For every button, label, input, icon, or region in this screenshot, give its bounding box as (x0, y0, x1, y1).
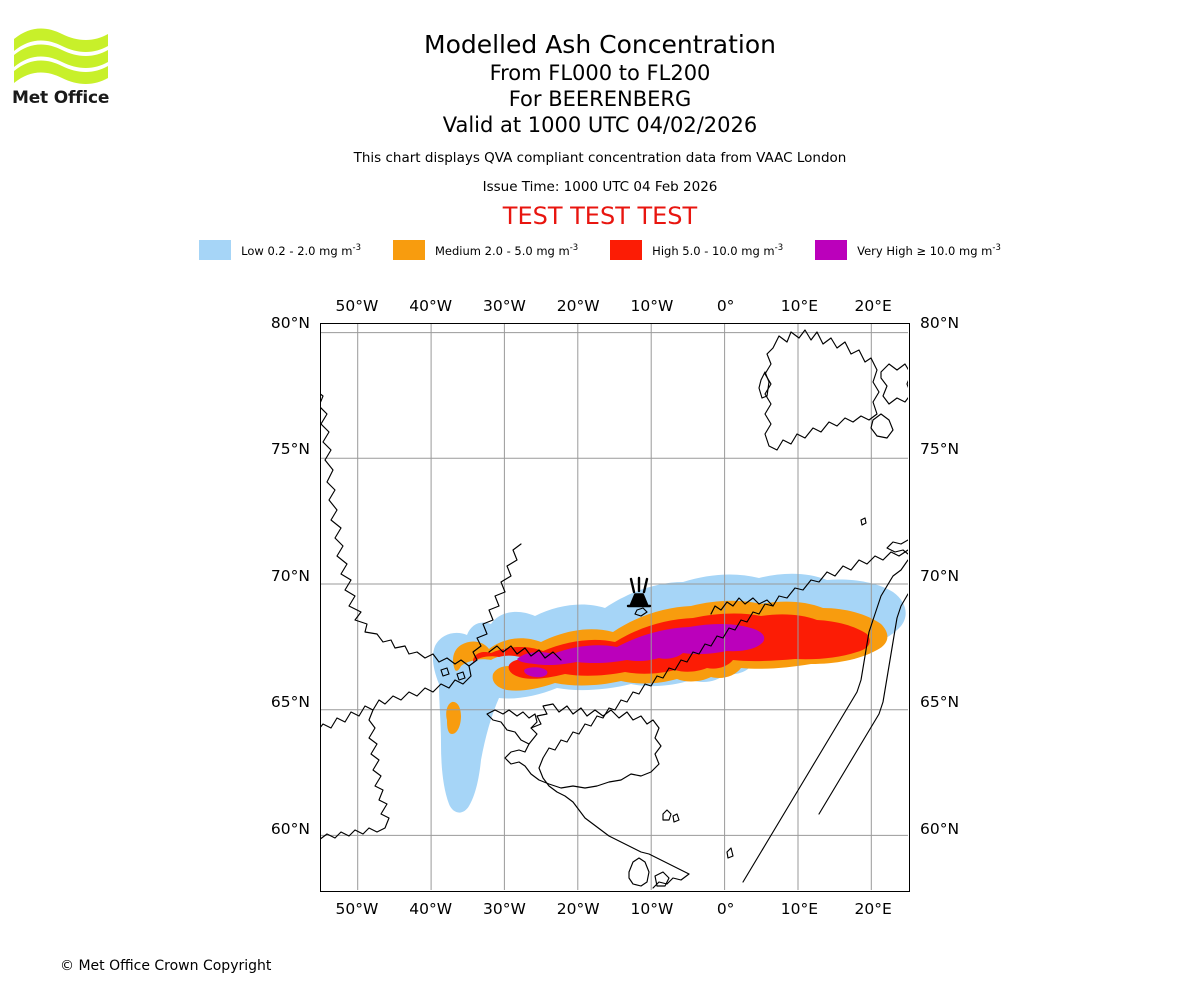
legend-item-very-high: Very High ≥ 10.0 mg m-3 (815, 240, 1001, 260)
lat-tick-left-2: 70°N (270, 566, 310, 585)
legend-item-low: Low 0.2 - 2.0 mg m-3 (199, 240, 361, 260)
logo-wordmark: Met Office (12, 88, 110, 108)
lat-tick-left-1: 75°N (270, 440, 310, 459)
lat-tick-left-3: 65°N (270, 693, 310, 712)
coastline-greenland-south (321, 709, 390, 840)
coastline-jan-mayen (634, 607, 648, 617)
map-graticule (321, 324, 908, 890)
legend-item-medium: Medium 2.0 - 5.0 mg m-3 (392, 240, 579, 260)
map-frame (320, 323, 910, 892)
lon-tick-top-0: 50°W (335, 297, 379, 315)
copyright-notice: © Met Office Crown Copyright (60, 958, 272, 974)
coastline-faroe-islands-2 (672, 813, 680, 823)
lon-tick-bottom-4: 10°W (630, 900, 674, 918)
coastline-greenland-islets (440, 667, 450, 677)
coastline-sweden-baltic (742, 559, 908, 883)
coastline-denmark (628, 857, 650, 887)
legend-swatch-high (610, 240, 643, 260)
subtitle-volcano: For BEERENBERG (508, 87, 692, 111)
subtitle-valid-time: Valid at 1000 UTC 04/02/2026 (442, 113, 758, 137)
lon-tick-top-2: 30°W (482, 297, 526, 315)
lat-tick-right-2: 70°N (920, 566, 960, 585)
coastline-finland (818, 593, 908, 815)
plume-contour-very-high (517, 624, 765, 666)
legend-label-very-high: Very High ≥ 10.0 mg m-3 (857, 242, 1001, 258)
legend-label-high: High 5.0 - 10.0 mg m-3 (652, 242, 784, 258)
page-title: Modelled Ash Concentration (424, 30, 776, 59)
subtitle-flight-levels: From FL000 to FL200 (489, 61, 711, 85)
lon-tick-top-6: 10°E (780, 297, 819, 315)
coastline-kola (886, 539, 908, 555)
coastline-scoresby-sund (488, 645, 562, 661)
lat-tick-right-0: 80°N (920, 314, 960, 332)
coastline-greenland-northeast (468, 543, 522, 667)
test-banner: TEST TEST TEST (502, 202, 698, 230)
met-office-logo: Met Office (12, 25, 127, 115)
lon-tick-top-1: 40°W (409, 297, 453, 315)
lon-tick-bottom-1: 40°W (409, 900, 453, 918)
lat-tick-right-4: 60°N (920, 819, 960, 838)
coastline-bear-island (860, 517, 867, 526)
lon-tick-top-3: 20°W (556, 297, 600, 315)
lon-tick-bottom-2: 30°W (482, 900, 526, 918)
ash-concentration-map: 50°W 40°W 30°W 20°W 10°W 0° 10°E 20°E 50°W 40°W 3… (271, 297, 959, 918)
lat-tick-left-0: 80°N (270, 314, 310, 332)
lat-tick-left-4: 60°N (270, 819, 310, 838)
coastline-svalbard-forlandet (758, 371, 770, 399)
lon-tick-bottom-3: 20°W (556, 900, 600, 918)
legend-swatch-low (199, 240, 232, 260)
map-canvas (321, 324, 908, 890)
lon-tick-bottom-0: 50°W (335, 900, 379, 918)
coastline-norway (538, 549, 908, 875)
chart-header: Modelled Ash Concentration From FL000 to… (0, 0, 1200, 230)
lon-tick-top-4: 10°W (630, 297, 674, 315)
coastline-iceland-westfjords (486, 709, 538, 745)
coastline-svalbard-edgeoya (870, 413, 894, 439)
lon-tick-bottom-6: 10°E (780, 900, 819, 918)
volcano-icon (626, 576, 652, 608)
coastline-faroe-islands (662, 809, 672, 821)
lat-tick-right-3: 65°N (920, 693, 960, 712)
coastline-svalbard-spitsbergen (764, 329, 880, 451)
coastline-greenland (321, 393, 472, 729)
lon-tick-top-7: 20°E (854, 297, 892, 315)
qva-compliance-note: This chart displays QVA compliant concen… (353, 150, 847, 166)
coastline-svalbard-nordaustlandet (880, 363, 908, 405)
plume-contour-very-high-patch (524, 667, 548, 678)
met-office-waves-logo (14, 28, 108, 84)
legend-swatch-very-high (815, 240, 848, 260)
coastline-lofoten (710, 597, 774, 615)
issue-time: Issue Time: 1000 UTC 04 Feb 2026 (482, 179, 718, 195)
lat-tick-right-1: 75°N (920, 440, 960, 459)
coastline-greenland-islets-2 (456, 671, 466, 681)
concentration-legend: Low 0.2 - 2.0 mg m-3 Medium 2.0 - 5.0 mg … (0, 240, 1200, 260)
coastline-iceland (504, 703, 662, 789)
ash-plume-contours (432, 573, 906, 813)
lon-tick-bottom-5: 0° (716, 900, 735, 918)
coastline-shetland (726, 847, 734, 859)
legend-label-low: Low 0.2 - 2.0 mg m-3 (241, 242, 361, 258)
lon-tick-top-5: 0° (716, 297, 735, 315)
lon-tick-bottom-7: 20°E (854, 900, 892, 918)
coastline-scotland (652, 873, 690, 889)
legend-swatch-medium (392, 240, 425, 260)
legend-label-medium: Medium 2.0 - 5.0 mg m-3 (434, 242, 579, 258)
coastlines (321, 329, 908, 889)
legend-item-high: High 5.0 - 10.0 mg m-3 (610, 240, 783, 260)
